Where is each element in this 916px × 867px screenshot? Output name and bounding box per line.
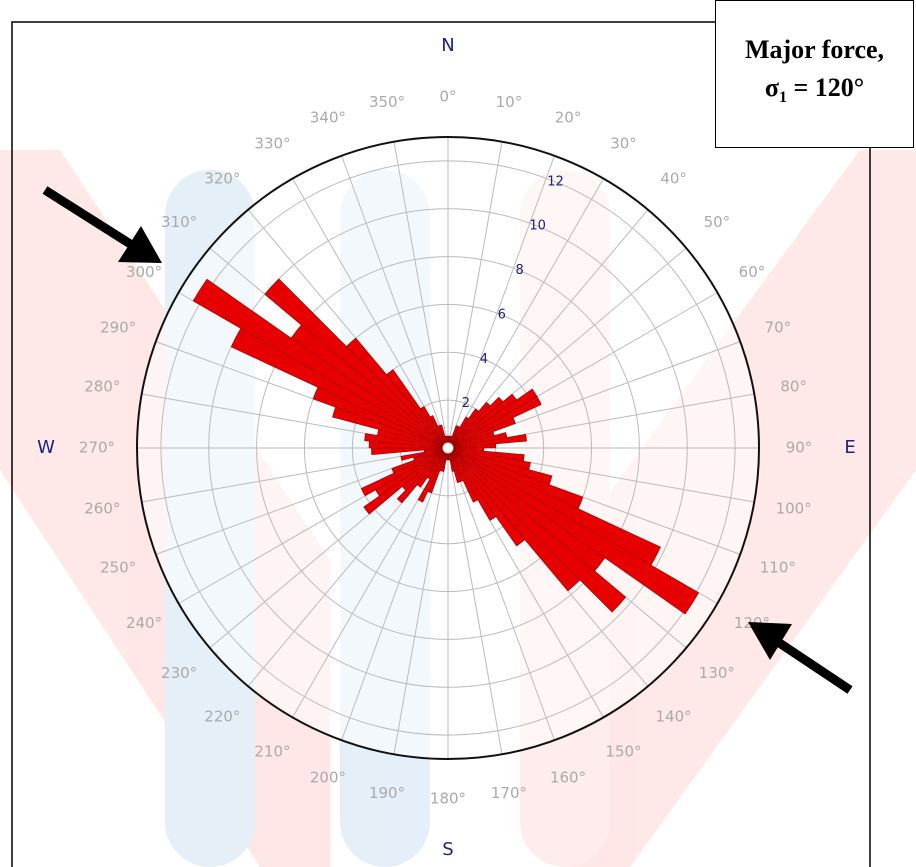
cardinal-label: E: [844, 437, 855, 458]
cardinal-label: S: [442, 839, 453, 860]
angle-label: 340°: [310, 109, 346, 127]
arrow: [42, 186, 162, 263]
annotation-text: Major force, σ: [744, 34, 885, 102]
bar: [447, 443, 497, 449]
angle-label: 310°: [161, 213, 197, 231]
angle-label: 330°: [254, 135, 290, 153]
radial-tick-label: 2: [462, 396, 470, 411]
grid-spoke: [447, 447, 503, 755]
angle-label: 140°: [656, 707, 692, 725]
annotation-subscript: 1: [778, 89, 787, 107]
angle-label: 50°: [704, 213, 731, 231]
annotation-text: = 120°: [786, 72, 865, 102]
bar: [439, 424, 449, 449]
angle-label: 260°: [84, 499, 120, 517]
grid-spoke: [341, 447, 449, 741]
angle-label: 350°: [369, 93, 405, 111]
cardinal-label: N: [441, 35, 454, 56]
center-dot: [442, 442, 454, 454]
bar: [447, 447, 700, 615]
bar: [417, 447, 449, 503]
angle-label: 10°: [496, 93, 523, 111]
angle-label: 40°: [660, 170, 687, 188]
radial-tick-label: 4: [480, 352, 488, 367]
angle-label: 280°: [84, 378, 120, 396]
arrow: [748, 622, 853, 694]
bar: [192, 278, 449, 449]
bar: [363, 447, 449, 515]
bar: [429, 415, 449, 449]
bar: [346, 337, 449, 449]
bar: [447, 447, 627, 613]
cardinal-label: W: [37, 437, 55, 458]
angle-label: 130°: [699, 664, 735, 682]
bar: [447, 447, 497, 521]
grid-spoke: [141, 447, 449, 503]
angle-label: 320°: [204, 170, 240, 188]
grid-spoke: [292, 178, 449, 449]
outer-ring: [136, 136, 760, 760]
angle-label: 150°: [605, 742, 641, 760]
angle-label: 20°: [555, 109, 582, 127]
grid-spoke: [447, 155, 555, 449]
angle-label: 180°: [430, 790, 466, 808]
bar: [391, 447, 449, 474]
angle-label: 230°: [161, 664, 197, 682]
angle-label: 250°: [100, 559, 136, 577]
bar: [447, 433, 527, 449]
angle-label: 290°: [100, 318, 136, 336]
bar: [447, 447, 581, 592]
angle-label: 270°: [79, 439, 115, 457]
bar: [386, 369, 449, 449]
annotation-box: Major force, σ1 = 120°: [715, 0, 914, 148]
angle-label: 190°: [369, 784, 405, 802]
grid-spoke: [447, 178, 604, 449]
grid-spoke: [341, 155, 449, 449]
grid-spoke: [447, 141, 503, 449]
radial-tick-label: 10: [529, 219, 546, 234]
angle-label: 240°: [126, 614, 162, 632]
grid-spoke: [393, 447, 449, 755]
angle-label: 210°: [254, 742, 290, 760]
bar: [396, 447, 449, 504]
radial-tick-label: 6: [498, 307, 506, 322]
angle-label: 160°: [550, 768, 586, 786]
radial-tick-label: 12: [547, 174, 564, 189]
bar: [447, 447, 479, 503]
angle-label: 110°: [760, 559, 796, 577]
bar: [264, 278, 449, 449]
grid-spoke: [393, 141, 449, 449]
bar: [447, 396, 542, 449]
angle-label: 0°: [439, 88, 456, 106]
bar: [447, 417, 516, 449]
bar: [400, 447, 449, 461]
annotation: Major force, σ1 = 120°: [738, 31, 891, 117]
angle-label: 220°: [204, 707, 240, 725]
angle-label: 30°: [610, 135, 637, 153]
angle-label: 300°: [126, 263, 162, 281]
angle-label: 70°: [765, 318, 792, 336]
bar: [420, 406, 449, 449]
angle-label: 100°: [776, 499, 812, 517]
bar: [360, 447, 449, 497]
angle-label: 90°: [786, 439, 813, 457]
bar: [447, 447, 455, 472]
bar: [447, 447, 461, 484]
angle-label: 80°: [780, 378, 807, 396]
grid-spoke: [447, 447, 555, 741]
radial-tick-label: 8: [516, 263, 524, 278]
angle-label: 170°: [491, 784, 527, 802]
angle-label: 60°: [739, 263, 766, 281]
angle-label: 200°: [310, 768, 346, 786]
frame: [11, 21, 871, 867]
plot-area: 0° 10° 20° 30° 40° 50° 60° 70° 80° 90° 100° 110° 1 20…: [37, 35, 856, 860]
bar: [447, 447, 526, 547]
